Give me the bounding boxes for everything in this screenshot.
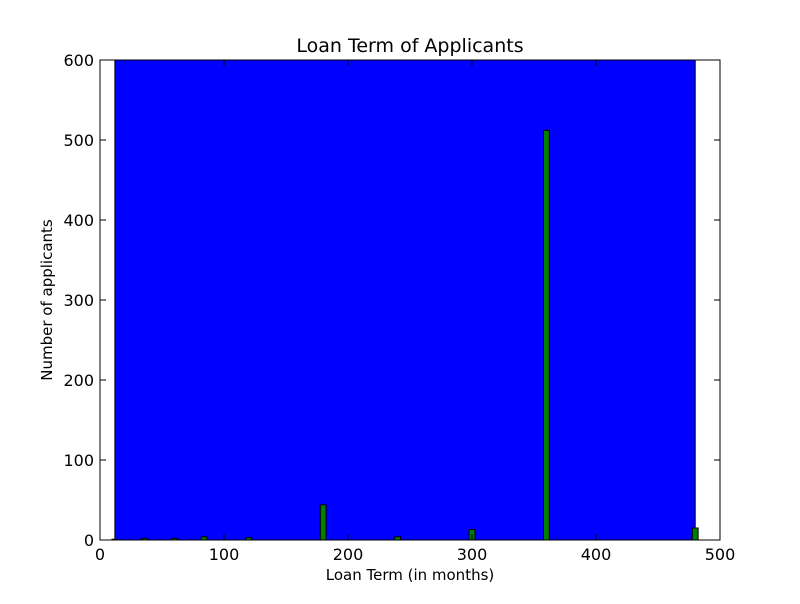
y-axis: 0 100 200 300 400 500 600 [63,51,720,550]
x-axis: 0 100 200 300 400 500 [95,60,735,564]
x-tick-label-400: 400 [581,545,612,564]
x-tick-label-300: 300 [457,545,488,564]
x-axis-label: Loan Term (in months) [326,566,495,584]
x-tick-label-200: 200 [333,545,364,564]
x-tick-label-500: 500 [705,545,736,564]
plot-area [99,59,721,541]
chart-title: Loan Term of Applicants [296,35,523,57]
bar-360 [542,129,550,541]
y-tick-label-500: 500 [63,131,94,150]
y-tick-label-400: 400 [63,211,94,230]
x-tick-label-0: 0 [95,545,105,564]
y-tick-label-600: 600 [63,51,94,70]
y-tick-label-100: 100 [63,451,94,470]
histogram-background-bar [114,59,696,541]
y-tick-label-300: 300 [63,291,94,310]
y-tick-label-0: 0 [84,531,94,550]
y-tick-label-200: 200 [63,371,94,390]
bar-480 [691,527,699,541]
x-tick-label-100: 100 [209,545,240,564]
y-axis-label: Number of applicants [38,219,56,381]
bar-180 [319,504,327,541]
